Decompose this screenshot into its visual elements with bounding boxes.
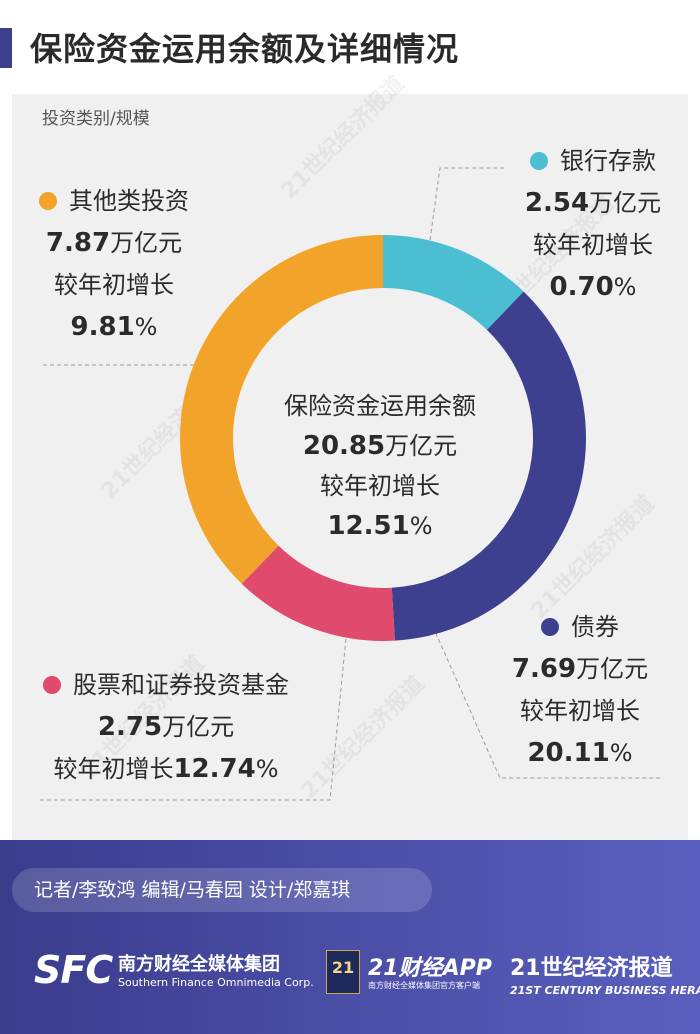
- slice-value: 2.54: [524, 188, 590, 218]
- legend-dot-bonds: [541, 618, 559, 636]
- growth-unit: %: [255, 755, 279, 783]
- sfc-name: 南方财经全媒体集团: [118, 954, 280, 975]
- legend-dot-stocks: [43, 676, 61, 694]
- credits: 记者/李致鸿 编辑/马春园 设计/郑嘉琪: [12, 868, 432, 912]
- label-bonds: 债券 7.69万亿元 较年初增长 20.11%: [490, 606, 670, 774]
- center-title: 保险资金运用余额: [284, 392, 476, 420]
- herald-logo: 21世纪经济报道 21ST CENTURY BUSINESS HERALD: [510, 950, 700, 997]
- label-stocks-funds: 股票和证券投资基金 2.75万亿元 较年初增长12.74%: [16, 664, 316, 790]
- growth-label: 较年初增长: [533, 231, 653, 259]
- growth-value: 12.74: [173, 754, 256, 784]
- legend-dot-other: [39, 192, 57, 210]
- 21-badge-icon: 21: [326, 950, 360, 994]
- growth-unit: %: [134, 313, 158, 341]
- herald-en: 21ST CENTURY BUSINESS HERALD: [510, 984, 700, 997]
- center-growth-label: 较年初增长: [320, 472, 440, 500]
- header: 保险资金运用余额及详细情况: [0, 0, 700, 94]
- slice-name: 银行存款: [560, 147, 656, 175]
- growth-unit: %: [613, 273, 637, 301]
- slice-value: 7.87: [45, 228, 111, 258]
- slice-unit: 万亿元: [110, 229, 183, 257]
- center-growth-value: 12.51: [327, 511, 410, 541]
- herald-name: 21世纪经济报道: [510, 956, 673, 981]
- label-bank-deposits: 银行存款 2.54万亿元 较年初增长 0.70%: [498, 140, 688, 308]
- growth-value: 0.70: [549, 272, 614, 302]
- slice-name: 债券: [571, 613, 619, 641]
- donut-slice: [180, 235, 383, 584]
- slice-name: 其他类投资: [69, 187, 189, 215]
- donut-center-label: 保险资金运用余额 20.85万亿元 较年初增长 12.51%: [250, 386, 510, 546]
- app-name: 21财经APP: [368, 956, 492, 981]
- donut-slice: [391, 291, 587, 641]
- growth-value: 9.81: [70, 312, 135, 342]
- leader-lines: [40, 167, 660, 801]
- center-growth-unit: %: [409, 512, 433, 540]
- chart-subtitle: 投资类别/规模: [42, 109, 150, 129]
- legend-dot-bank: [530, 152, 548, 170]
- slice-unit: 万亿元: [589, 189, 662, 217]
- sfc-logo: SFC 南方财经全媒体集团 Southern Finance Omnimedia…: [34, 948, 314, 992]
- footer-logos: SFC 南方财经全媒体集团 Southern Finance Omnimedia…: [0, 944, 700, 1004]
- growth-value: 20.11: [527, 738, 610, 768]
- app-sub: 南方财经全媒体集团官方客户端: [368, 981, 480, 990]
- footer: 记者/李致鸿 编辑/马春园 设计/郑嘉琪 SFC 南方财经全媒体集团 South…: [0, 840, 700, 1034]
- growth-label: 较年初增长: [520, 697, 640, 725]
- center-value: 20.85: [302, 431, 386, 461]
- slice-name: 股票和证券投资基金: [73, 671, 289, 699]
- center-unit: 万亿元: [385, 432, 458, 460]
- donut-chart: [40, 167, 660, 801]
- leader-line: [40, 617, 349, 801]
- label-other-investments: 其他类投资 7.87万亿元 较年初增长 9.81%: [14, 180, 214, 348]
- slice-value: 7.69: [511, 654, 577, 684]
- leader-line: [429, 167, 505, 241]
- sfc-mark: SFC: [34, 948, 113, 992]
- slice-unit: 万亿元: [162, 713, 235, 741]
- donut-slices: [180, 235, 587, 641]
- donut-slice: [383, 235, 524, 330]
- slice-unit: 万亿元: [576, 655, 649, 683]
- growth-label: 较年初增长: [54, 271, 174, 299]
- growth-label: 较年初增长: [53, 755, 174, 783]
- leader-line: [429, 619, 660, 779]
- donut-slice: [241, 545, 395, 641]
- title-accent-bar: [0, 28, 12, 68]
- sfc-en: Southern Finance Omnimedia Corp.: [118, 976, 314, 989]
- page-title: 保险资金运用余额及详细情况: [30, 30, 460, 68]
- growth-unit: %: [609, 739, 633, 767]
- slice-value: 2.75: [97, 712, 163, 742]
